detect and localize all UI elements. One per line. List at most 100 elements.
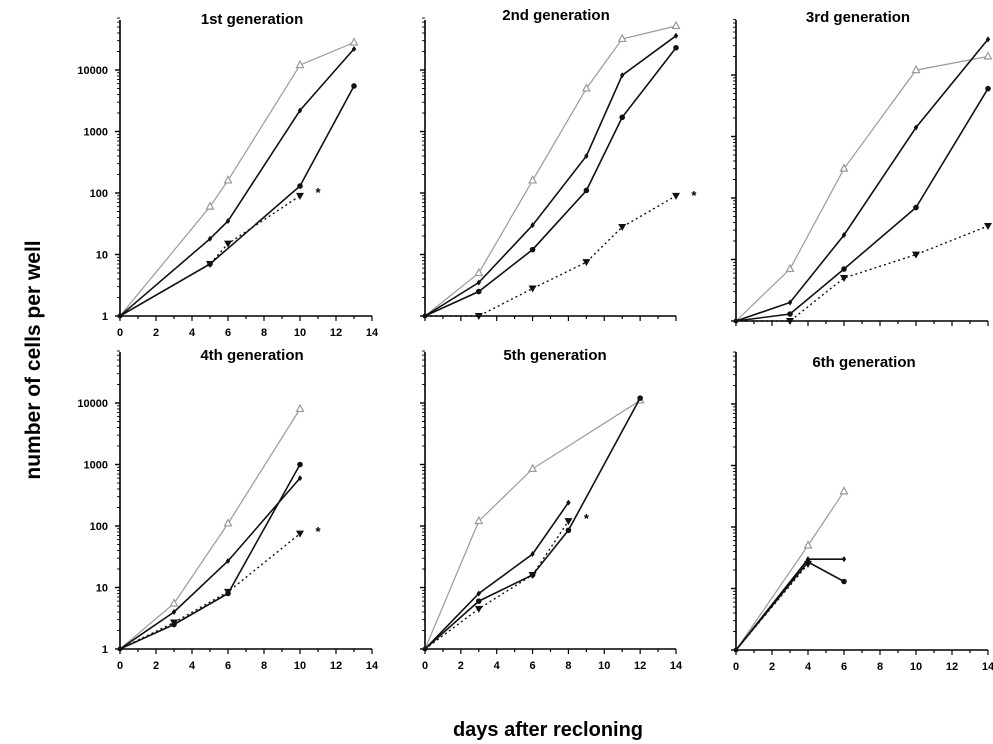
y-tick-label: 10000 (77, 65, 108, 77)
x-tick-label: 10 (294, 327, 306, 339)
data-point (224, 588, 232, 596)
data-point (295, 403, 305, 413)
data-point (528, 175, 538, 184)
data-point (530, 551, 535, 558)
data-point (207, 235, 213, 242)
series-line (735, 55, 989, 322)
significance-marker: * (315, 185, 321, 200)
significance-marker: * (691, 188, 697, 203)
data-point (296, 530, 304, 538)
y-tick-label: 1000 (84, 460, 108, 472)
data-point (223, 518, 233, 527)
data-point (911, 64, 921, 74)
x-tick-label: 12 (330, 327, 342, 339)
data-point (529, 246, 536, 253)
x-tick-label: 10 (598, 660, 610, 672)
x-tick-label: 12 (330, 660, 342, 672)
series-diamond (119, 45, 357, 317)
data-point (787, 311, 793, 317)
x-tick-label: 14 (670, 660, 683, 672)
series-line (735, 490, 845, 651)
x-tick-label: 0 (117, 660, 123, 672)
data-point (474, 605, 483, 613)
data-point (637, 395, 643, 401)
series-line (424, 35, 677, 317)
data-point (170, 619, 178, 627)
data-point (297, 461, 303, 468)
series-triangle-open (735, 486, 849, 651)
data-point (584, 152, 589, 159)
y-tick-label: 100 (90, 521, 108, 533)
series-line (119, 48, 355, 317)
x-tick-label: 8 (877, 661, 883, 673)
data-point (566, 499, 571, 506)
data-point (913, 204, 919, 211)
panel-title: 4th generation (200, 347, 303, 364)
data-point (803, 540, 813, 549)
data-point (297, 183, 303, 189)
series-triangle-down (119, 192, 304, 317)
data-point (564, 518, 573, 526)
data-point (618, 223, 627, 231)
x-tick-label: 0 (117, 327, 123, 339)
x-tick-label: 10 (910, 661, 922, 673)
data-point (475, 598, 482, 604)
x-tick-label: 8 (565, 660, 571, 672)
data-point (840, 275, 848, 283)
x-tick-label: 6 (225, 660, 231, 672)
series-line (735, 563, 809, 651)
series-circle (735, 85, 991, 322)
data-point (581, 83, 591, 92)
x-tick-label: 0 (733, 661, 739, 673)
series-line (119, 408, 301, 650)
data-point (224, 240, 232, 248)
series-diamond (424, 32, 679, 317)
panel-3: 3rd generation (731, 9, 993, 326)
y-tick-label: 1000 (84, 127, 108, 139)
series-diamond (424, 499, 571, 650)
x-tick-label: 4 (189, 660, 196, 672)
data-point (839, 486, 849, 495)
x-axis-label: days after recloning (453, 719, 643, 741)
series-triangle-open (735, 51, 993, 322)
series-line (119, 533, 301, 650)
data-point (671, 20, 681, 30)
x-tick-label: 14 (982, 661, 993, 673)
panel-1: 1st generation 1 10 100 1000 10000 0 2 4 6 8 10 12 14… (77, 11, 379, 339)
data-point (841, 266, 847, 272)
data-point (474, 267, 484, 277)
series-triangle-down (119, 530, 304, 650)
data-point (785, 263, 795, 273)
significance-marker: * (315, 524, 321, 539)
panel-title: 1st generation (201, 11, 304, 28)
data-point (983, 51, 993, 60)
data-point (528, 571, 537, 579)
data-point (985, 85, 991, 92)
origin-point (422, 313, 428, 319)
x-tick-label: 4 (189, 327, 196, 339)
x-tick-label: 0 (422, 660, 428, 672)
series-triangle-open (424, 395, 645, 650)
series-line (119, 85, 355, 317)
x-tick-label: 4 (494, 660, 501, 672)
x-tick-label: 2 (153, 660, 159, 672)
series-line (424, 47, 677, 317)
data-point (620, 72, 625, 79)
origin-point (117, 313, 123, 319)
series-line (424, 25, 677, 317)
series-triangle-open (119, 37, 359, 317)
data-point (619, 114, 626, 121)
data-point (985, 36, 991, 43)
series-triangle-down (424, 518, 573, 650)
series-circle (119, 83, 357, 317)
series-triangle-down (735, 561, 812, 651)
series-circle (735, 559, 847, 651)
data-point (984, 223, 992, 231)
x-tick-label: 6 (530, 660, 536, 672)
panel-4: 4th generation 1 10 100 1000 10000 0 2 4 6 8 10 12 14… (77, 347, 379, 672)
panel-6: 6th generation 0 2 4 6 8 10 12 14 (731, 351, 993, 673)
data-point (673, 32, 679, 39)
data-point (476, 590, 481, 597)
data-point (673, 44, 679, 51)
panel-title: 5th generation (503, 347, 606, 364)
